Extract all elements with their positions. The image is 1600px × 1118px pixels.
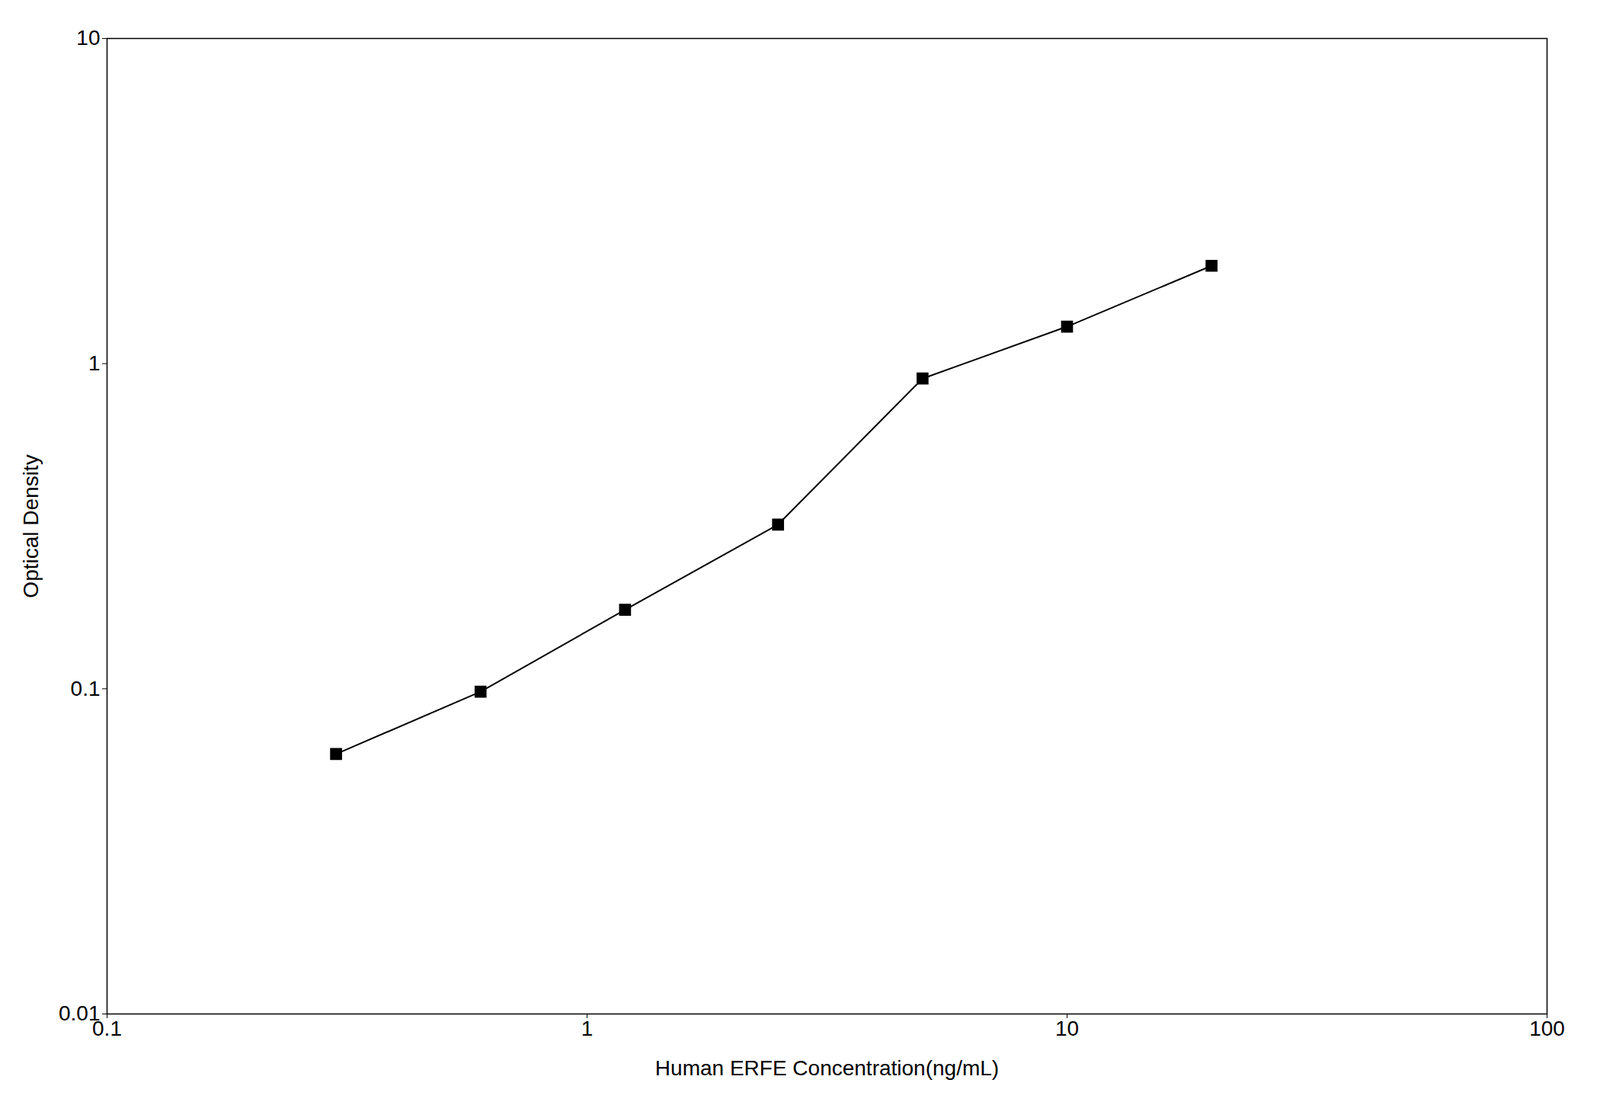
svg-text:Human ERFE Concentration(ng/mL: Human ERFE Concentration(ng/mL) xyxy=(655,1056,999,1080)
svg-text:10: 10 xyxy=(76,25,100,50)
svg-text:0.1: 0.1 xyxy=(92,1016,122,1040)
svg-text:0.1: 0.1 xyxy=(70,676,101,701)
svg-text:100: 100 xyxy=(1529,1016,1565,1040)
svg-text:1: 1 xyxy=(88,351,101,375)
svg-text:0.01: 0.01 xyxy=(58,1001,101,1026)
svg-text:10: 10 xyxy=(1055,1016,1079,1040)
svg-text:Optical Density: Optical Density xyxy=(19,454,43,598)
svg-text:1: 1 xyxy=(581,1016,594,1040)
